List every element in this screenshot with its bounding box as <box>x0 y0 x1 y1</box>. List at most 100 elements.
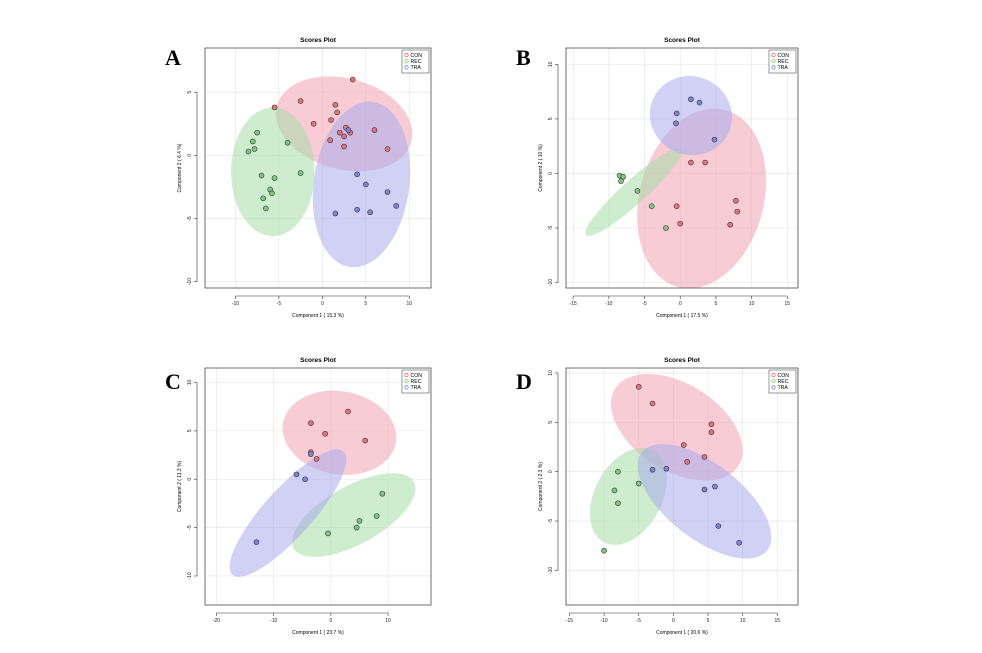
confidence-ellipses <box>589 373 772 559</box>
data-point <box>345 408 351 415</box>
x-tick-label: -20 <box>213 618 220 624</box>
data-point <box>384 146 391 152</box>
data-point <box>245 148 252 155</box>
legend-label-con: CON <box>411 373 423 379</box>
series-con <box>673 159 741 228</box>
x-tick-label: -5 <box>642 301 647 307</box>
data-point <box>734 208 741 215</box>
data-point <box>615 500 621 507</box>
data-point <box>701 486 708 493</box>
legend-marker-rec <box>771 379 776 384</box>
panel-B: B Scores Plot -15 -10 -5 0 5 10 15 Component 1 ( … <box>516 37 799 319</box>
data-point <box>712 483 718 490</box>
plot-title: Scores Plot <box>664 357 701 364</box>
y-tick-label: -10 <box>548 279 554 286</box>
y-axis-label: Component 2 ( 6.4 %) <box>177 143 183 192</box>
data-point <box>673 203 680 209</box>
legend-box <box>768 49 797 74</box>
y-tick-label: 5 <box>548 421 554 424</box>
legend-label-tra: TRA <box>411 385 422 391</box>
y-tick-label: -10 <box>548 567 554 574</box>
x-axis-label: Component 1 ( 15.3 %) <box>292 313 344 319</box>
x-tick-label: 5 <box>364 301 367 307</box>
data-point <box>696 99 703 106</box>
data-point <box>334 109 340 116</box>
data-point <box>673 110 680 117</box>
y-tick-label: -5 <box>187 525 193 530</box>
legend-marker-tra <box>404 385 409 390</box>
data-point <box>393 203 400 209</box>
legend-marker-con <box>771 372 776 378</box>
x-axis-label: Component 1 ( 20.6 %) <box>656 630 708 636</box>
panel-letter: A <box>165 45 181 70</box>
data-point <box>310 120 317 127</box>
ellipse-tra <box>312 101 411 268</box>
y-axis: -10 -5 0 5 10 Component 2 ( 2.3 %) <box>538 370 559 574</box>
panel-A: A Scores Plot -10 -5 0 5 10 Component 1 ( 15.3 … <box>165 37 432 319</box>
plot-frame <box>565 47 799 289</box>
legend-label-tra: TRA <box>778 385 789 391</box>
y-tick-label: 0 <box>187 478 193 481</box>
data-point <box>677 220 684 227</box>
data-point <box>649 466 656 473</box>
data-point <box>349 76 356 83</box>
data-point <box>611 487 618 494</box>
data-point <box>715 523 722 529</box>
data-point <box>341 143 347 150</box>
legend-label-rec: REC <box>411 59 422 65</box>
series-tra <box>332 127 400 217</box>
legend-label-con: CON <box>778 373 790 379</box>
panel-C: C Scores Plot -20 -10 0 10 Component 1 ( 23.7 … <box>165 357 432 636</box>
data-point <box>680 442 687 448</box>
legend-label-con: CON <box>778 53 790 59</box>
y-tick-label: 0 <box>548 172 554 175</box>
series-con <box>635 383 715 465</box>
data-point <box>373 513 380 519</box>
data-point <box>328 117 334 123</box>
data-point <box>250 138 256 145</box>
data-point <box>736 539 742 546</box>
legend-marker-tra <box>771 65 776 70</box>
y-axis: -10 -5 0 5 Component 2 ( 6.4 %) <box>177 91 198 285</box>
series-rec <box>601 468 642 554</box>
series-tra <box>649 465 742 546</box>
data-point <box>379 490 386 497</box>
data-point <box>354 206 360 213</box>
data-point <box>384 189 391 195</box>
data-point <box>308 451 314 457</box>
y-tick-label: -5 <box>548 226 554 231</box>
series-tra <box>673 96 718 143</box>
legend-marker-con <box>404 372 409 378</box>
data-point <box>688 159 694 166</box>
ellipse-tra <box>637 444 772 559</box>
legend-box <box>401 369 430 394</box>
x-tick-label: 15 <box>785 301 791 307</box>
data-point <box>701 454 708 460</box>
data-point <box>341 133 347 140</box>
y-tick-label: -5 <box>548 519 554 524</box>
x-axis: -15 -10 -5 0 5 10 15 Component 1 ( 17.5 %) <box>570 295 791 319</box>
plot-title: Scores Plot <box>664 37 701 44</box>
legend-marker-rec <box>771 59 776 64</box>
data-point <box>313 456 320 462</box>
confidence-ellipses <box>585 76 767 288</box>
data-point <box>367 209 373 216</box>
data-point <box>325 530 331 537</box>
data-point <box>322 430 328 437</box>
x-axis: -15 -10 -5 0 5 10 15 Component 1 ( 20.6 %) <box>566 612 780 636</box>
data-point <box>363 181 369 188</box>
plot-title: Scores Plot <box>300 357 337 364</box>
data-point <box>269 190 275 197</box>
x-tick-label: 10 <box>406 301 412 307</box>
data-point <box>371 127 378 133</box>
y-tick-label: 5 <box>187 429 193 432</box>
legend-marker-rec <box>404 379 409 384</box>
x-tick-label: -10 <box>232 301 239 307</box>
y-axis-label: Component 2 ( 10 %) <box>538 144 544 192</box>
data-point <box>663 225 669 231</box>
plot-frame <box>565 367 799 606</box>
data-point <box>618 178 624 184</box>
ellipse-rec <box>585 148 683 236</box>
